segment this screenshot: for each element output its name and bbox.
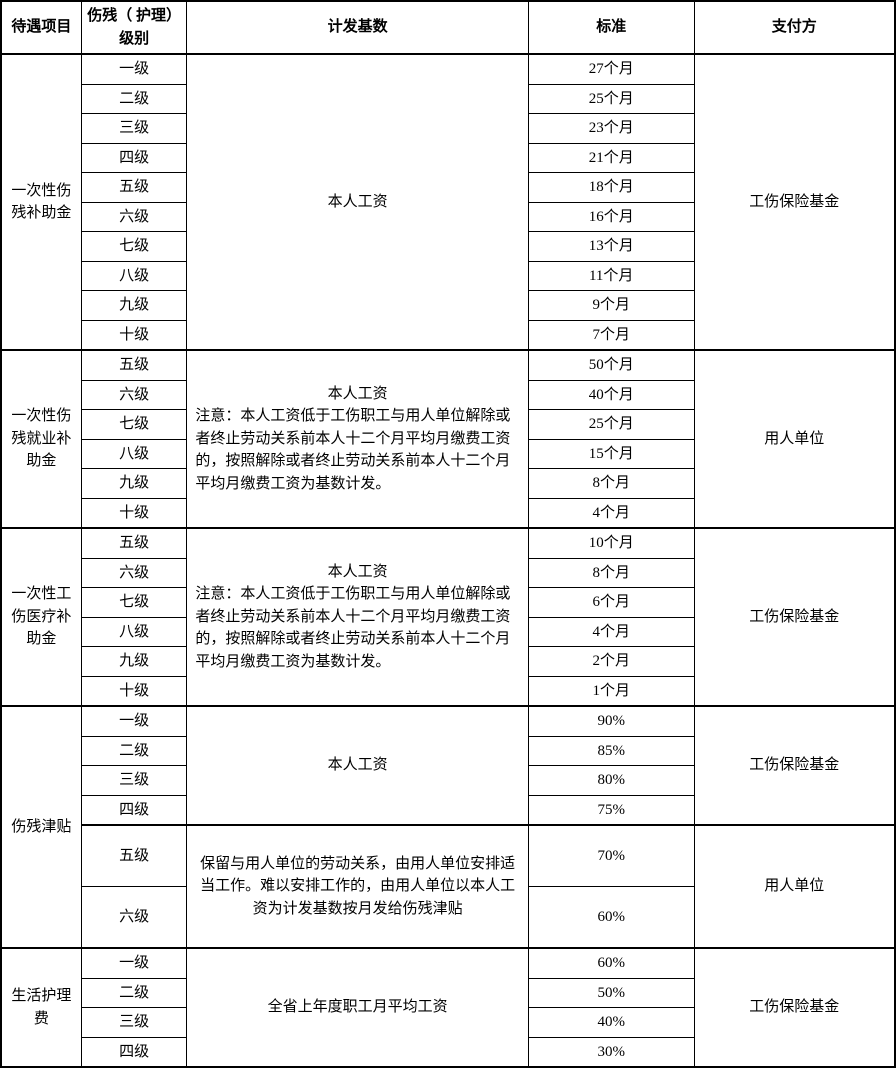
header-base: 计发基数: [187, 1, 529, 54]
base-cell: 本人工资: [187, 706, 529, 825]
level-cell: 五级: [81, 173, 186, 203]
base-title: 本人工资: [195, 561, 520, 584]
header-item: 待遇项目: [1, 1, 81, 54]
level-cell: 三级: [81, 1008, 186, 1038]
level-cell: 二级: [81, 978, 186, 1008]
level-cell: 四级: [81, 143, 186, 173]
std-cell: 25个月: [528, 410, 694, 440]
level-cell: 九级: [81, 469, 186, 499]
level-cell: 九级: [81, 647, 186, 677]
std-cell: 21个月: [528, 143, 694, 173]
level-cell: 八级: [81, 261, 186, 291]
base-note: 注意：本人工资低于工伤职工与用人单位解除或者终止劳动关系前本人十二个月平均月缴费…: [195, 408, 510, 492]
header-level: 伤残（ 护理）级别: [81, 1, 186, 54]
level-cell: 七级: [81, 410, 186, 440]
level-cell: 五级: [81, 528, 186, 558]
level-cell: 十级: [81, 498, 186, 528]
table-row: 一次性伤残就业补助金 五级 本人工资 注意：本人工资低于工伤职工与用人单位解除或…: [1, 350, 895, 380]
std-cell: 2个月: [528, 647, 694, 677]
std-cell: 15个月: [528, 439, 694, 469]
base-cell: 全省上年度职工月平均工资: [187, 948, 529, 1067]
std-cell: 16个月: [528, 202, 694, 232]
item-cell: 一次性伤残补助金: [1, 54, 81, 350]
table-row: 生活护理费 一级 全省上年度职工月平均工资 60% 工伤保险基金: [1, 948, 895, 978]
level-cell: 七级: [81, 588, 186, 618]
std-cell: 50个月: [528, 350, 694, 380]
std-cell: 4个月: [528, 617, 694, 647]
std-cell: 8个月: [528, 469, 694, 499]
level-cell: 一级: [81, 948, 186, 978]
std-cell: 50%: [528, 978, 694, 1008]
level-cell: 五级: [81, 825, 186, 887]
level-cell: 七级: [81, 232, 186, 262]
base-note: 注意：本人工资低于工伤职工与用人单位解除或者终止劳动关系前本人十二个月平均月缴费…: [195, 586, 510, 670]
std-cell: 75%: [528, 795, 694, 825]
std-cell: 40%: [528, 1008, 694, 1038]
level-cell: 六级: [81, 380, 186, 410]
level-cell: 十级: [81, 320, 186, 350]
base-cell: 本人工资 注意：本人工资低于工伤职工与用人单位解除或者终止劳动关系前本人十二个月…: [187, 528, 529, 706]
std-cell: 70%: [528, 825, 694, 887]
std-cell: 25个月: [528, 84, 694, 114]
header-row: 待遇项目 伤残（ 护理）级别 计发基数 标准 支付方: [1, 1, 895, 54]
base-title: 本人工资: [195, 383, 520, 406]
std-cell: 30%: [528, 1037, 694, 1067]
table-row: 一次性伤残补助金 一级 本人工资 27个月 工伤保险基金: [1, 54, 895, 84]
level-cell: 一级: [81, 706, 186, 736]
std-cell: 18个月: [528, 173, 694, 203]
header-standard: 标准: [528, 1, 694, 54]
std-cell: 60%: [528, 887, 694, 949]
std-cell: 9个月: [528, 291, 694, 321]
level-cell: 四级: [81, 795, 186, 825]
level-cell: 三级: [81, 114, 186, 144]
std-cell: 60%: [528, 948, 694, 978]
item-cell: 生活护理费: [1, 948, 81, 1067]
table-row: 一次性工伤医疗补助金 五级 本人工资 注意：本人工资低于工伤职工与用人单位解除或…: [1, 528, 895, 558]
payer-cell: 工伤保险基金: [694, 528, 895, 706]
level-cell: 八级: [81, 617, 186, 647]
header-payer: 支付方: [694, 1, 895, 54]
level-cell: 五级: [81, 350, 186, 380]
std-cell: 4个月: [528, 498, 694, 528]
level-cell: 九级: [81, 291, 186, 321]
payer-cell: 用人单位: [694, 825, 895, 948]
payer-cell: 工伤保险基金: [694, 706, 895, 825]
base-cell: 保留与用人单位的劳动关系，由用人单位安排适当工作。难以安排工作的，由用人单位以本…: [187, 825, 529, 948]
level-cell: 六级: [81, 202, 186, 232]
base-cell: 本人工资 注意：本人工资低于工伤职工与用人单位解除或者终止劳动关系前本人十二个月…: [187, 350, 529, 528]
std-cell: 10个月: [528, 528, 694, 558]
std-cell: 13个月: [528, 232, 694, 262]
std-cell: 40个月: [528, 380, 694, 410]
table-row: 伤残津贴 一级 本人工资 90% 工伤保险基金: [1, 706, 895, 736]
payer-cell: 用人单位: [694, 350, 895, 528]
level-cell: 八级: [81, 439, 186, 469]
level-cell: 六级: [81, 558, 186, 588]
std-cell: 7个月: [528, 320, 694, 350]
table-row: 五级 保留与用人单位的劳动关系，由用人单位安排适当工作。难以安排工作的，由用人单…: [1, 825, 895, 887]
std-cell: 27个月: [528, 54, 694, 84]
std-cell: 8个月: [528, 558, 694, 588]
payer-cell: 工伤保险基金: [694, 948, 895, 1067]
payer-cell: 工伤保险基金: [694, 54, 895, 350]
level-cell: 六级: [81, 887, 186, 949]
level-cell: 一级: [81, 54, 186, 84]
level-cell: 三级: [81, 766, 186, 796]
std-cell: 85%: [528, 736, 694, 766]
std-cell: 6个月: [528, 588, 694, 618]
base-cell: 本人工资: [187, 54, 529, 350]
std-cell: 90%: [528, 706, 694, 736]
level-cell: 十级: [81, 676, 186, 706]
std-cell: 80%: [528, 766, 694, 796]
std-cell: 23个月: [528, 114, 694, 144]
level-cell: 二级: [81, 736, 186, 766]
item-cell: 一次性伤残就业补助金: [1, 350, 81, 528]
item-cell: 一次性工伤医疗补助金: [1, 528, 81, 706]
benefits-table: 待遇项目 伤残（ 护理）级别 计发基数 标准 支付方 一次性伤残补助金 一级 本…: [0, 0, 896, 1068]
std-cell: 11个月: [528, 261, 694, 291]
item-cell: 伤残津贴: [1, 706, 81, 948]
level-cell: 四级: [81, 1037, 186, 1067]
std-cell: 1个月: [528, 676, 694, 706]
level-cell: 二级: [81, 84, 186, 114]
